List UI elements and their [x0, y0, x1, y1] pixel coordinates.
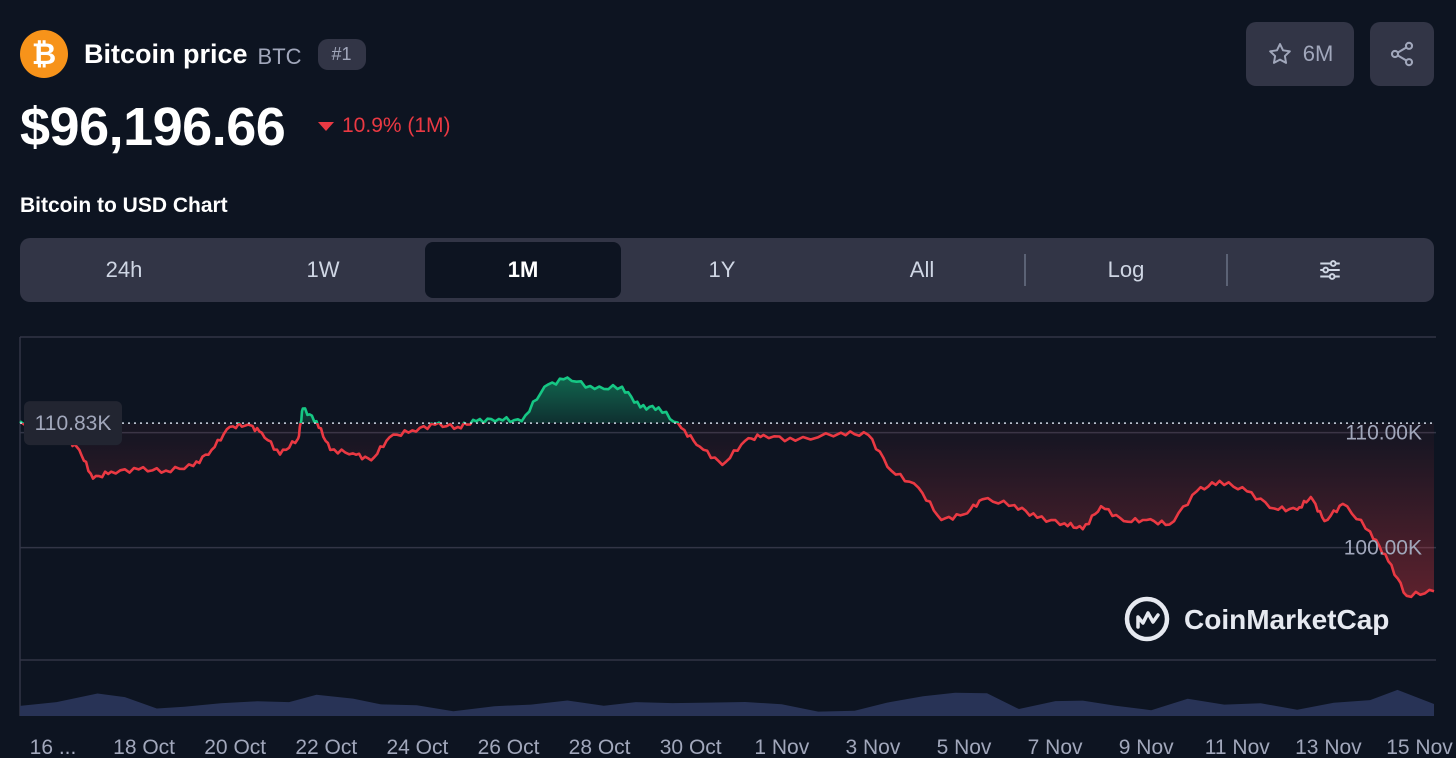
x-tick-label: 16 ... — [30, 736, 77, 758]
chart-settings-button[interactable] — [1232, 242, 1428, 298]
volume-area — [20, 689, 1434, 716]
reference-price-label: 110.83K — [35, 412, 112, 435]
price-area-below — [22, 423, 1434, 597]
sliders-icon — [1320, 260, 1340, 280]
x-tick-label: 28 Oct — [569, 736, 631, 758]
price-chart[interactable]: 110.83K 100.00K 110.00K 16 ... 18 Oct 20 Oc… — [0, 318, 1456, 758]
price-change: 10.9% (1M) — [318, 114, 451, 138]
bitcoin-logo-icon: ₿ — [20, 30, 68, 78]
share-button[interactable] — [1370, 22, 1434, 86]
watchlist-button[interactable]: 6M — [1246, 22, 1354, 86]
tab-1m[interactable]: 1M — [425, 242, 621, 298]
x-tick-label: 7 Nov — [1028, 736, 1083, 758]
price-line-up — [19, 376, 680, 424]
tab-all[interactable]: All — [909, 257, 935, 282]
price-line-down — [20, 423, 1435, 599]
y-tick-label: 100.00K — [1344, 537, 1422, 560]
x-tick-label: 26 Oct — [478, 736, 540, 758]
x-tick-label: 30 Oct — [660, 736, 722, 758]
x-tick-label: 9 Nov — [1119, 736, 1174, 758]
price-change-value: 10.9% (1M) — [342, 114, 451, 137]
watermark-text: CoinMarketCap — [1184, 604, 1389, 635]
tab-divider — [1024, 254, 1026, 286]
log-scale-toggle[interactable]: Log — [1107, 257, 1145, 282]
y-tick-label: 110.00K — [1345, 422, 1422, 445]
x-tick-label: 1 Nov — [754, 736, 809, 758]
coin-symbol: BTC — [257, 44, 302, 69]
x-tick-label: 15 Nov — [1386, 736, 1453, 758]
x-tick-label: 24 Oct — [386, 736, 448, 758]
tab-24h[interactable]: 24h — [105, 257, 143, 282]
x-tick-label: 3 Nov — [845, 736, 900, 758]
tab-1w[interactable]: 1W — [306, 257, 340, 282]
coinmarketcap-logo: CoinMarketCap — [1124, 596, 1389, 642]
star-icon — [1268, 43, 1291, 64]
x-tick-label: 22 Oct — [295, 736, 357, 758]
share-icon — [1390, 41, 1414, 67]
tab-divider — [1226, 254, 1228, 286]
rank-badge: #1 — [317, 38, 366, 70]
x-tick-label: 13 Nov — [1295, 736, 1362, 758]
reference-price-badge: 110.83K — [24, 401, 122, 446]
chart-section-title: Bitcoin to USD Chart — [20, 194, 228, 217]
price-area-above — [20, 377, 1434, 424]
x-tick-label: 5 Nov — [937, 736, 992, 758]
x-tick-label: 20 Oct — [204, 736, 266, 758]
watchlist-count: 6M — [1302, 41, 1334, 66]
time-range-selector: 24h 1W 1M 1Y All Log — [20, 238, 1434, 302]
tab-1y[interactable]: 1Y — [708, 257, 736, 282]
x-tick-label: 11 Nov — [1205, 736, 1270, 758]
caret-down-icon — [318, 121, 334, 131]
coin-header: ₿ Bitcoin price BTC #1 — [20, 30, 366, 78]
coin-name: Bitcoin price — [84, 38, 248, 69]
x-tick-label: 18 Oct — [113, 736, 175, 758]
current-price: $96,196.66 — [20, 97, 286, 157]
